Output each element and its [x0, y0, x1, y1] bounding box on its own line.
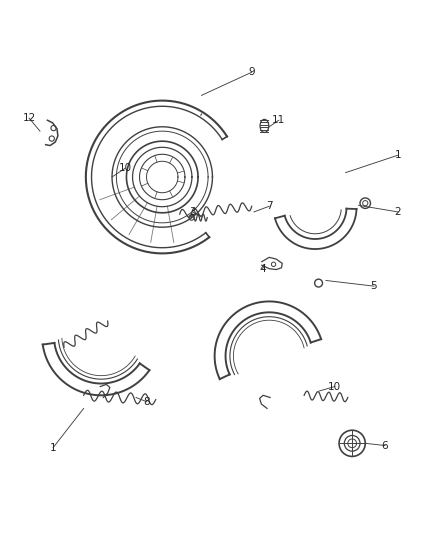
Text: 2: 2 [395, 207, 401, 217]
Text: 11: 11 [272, 115, 286, 125]
Text: 9: 9 [248, 67, 255, 77]
Text: 5: 5 [371, 281, 377, 291]
Text: 1: 1 [395, 150, 401, 160]
Text: 10: 10 [119, 163, 132, 173]
Text: 4: 4 [259, 264, 266, 273]
Text: 3: 3 [190, 207, 196, 217]
Text: 8: 8 [144, 397, 150, 407]
Text: 10: 10 [328, 382, 341, 392]
Text: 6: 6 [381, 440, 388, 450]
Text: 12: 12 [22, 113, 36, 123]
Text: 1: 1 [50, 443, 57, 453]
Text: 7: 7 [266, 201, 272, 211]
